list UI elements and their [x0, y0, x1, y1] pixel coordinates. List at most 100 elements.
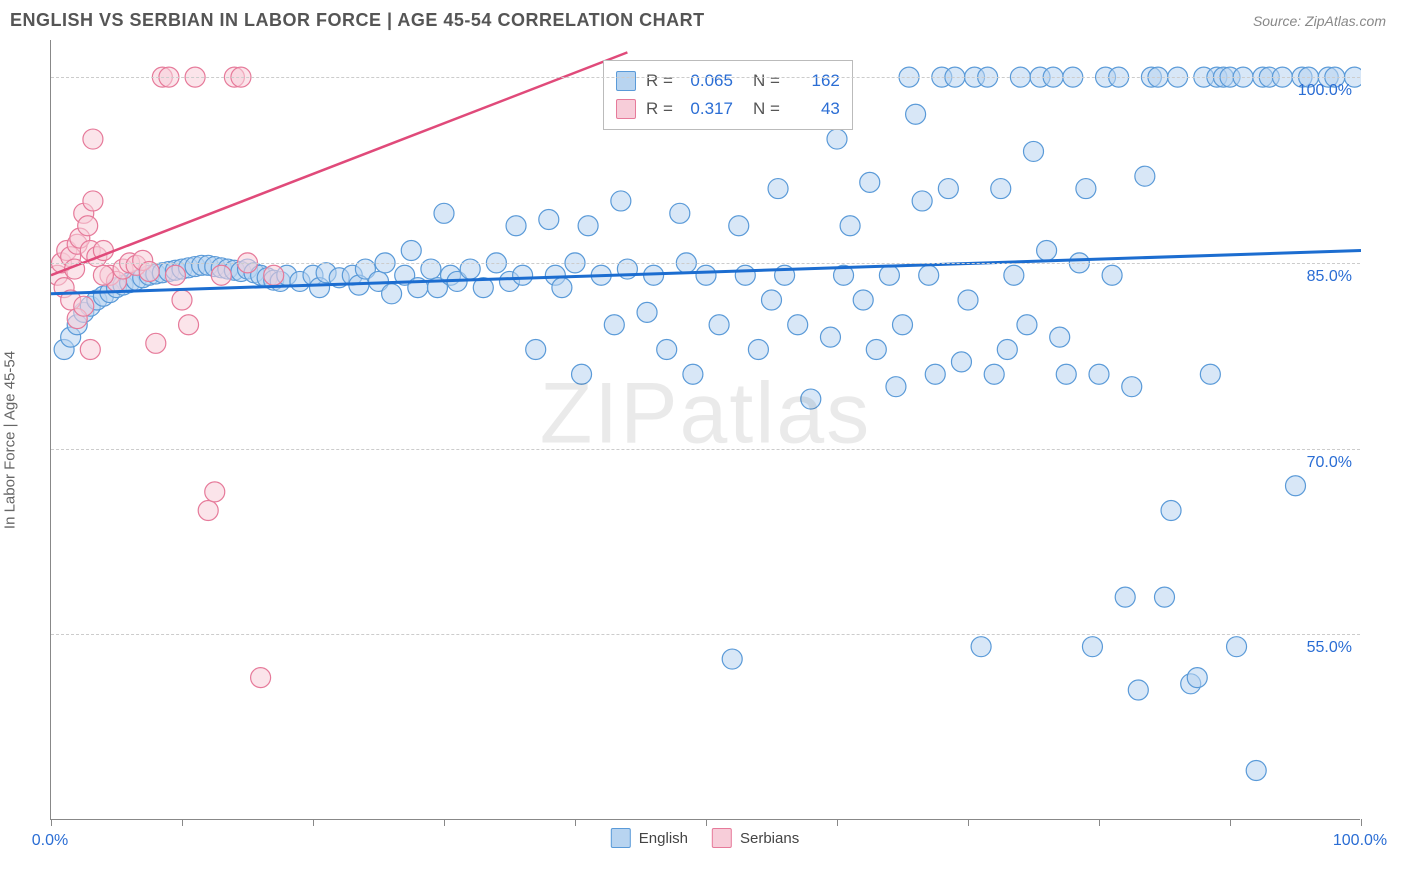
x-tick-label: 0.0% — [32, 832, 68, 850]
data-point — [709, 315, 729, 335]
data-point — [893, 315, 913, 335]
x-tick — [575, 819, 576, 826]
data-point — [578, 216, 598, 236]
data-point — [1286, 476, 1306, 496]
x-tick — [51, 819, 52, 826]
data-point — [958, 290, 978, 310]
data-point — [74, 296, 94, 316]
data-point — [205, 482, 225, 502]
data-point — [984, 364, 1004, 384]
x-tick — [313, 819, 314, 826]
data-point — [1056, 364, 1076, 384]
data-point — [83, 191, 103, 211]
data-point — [670, 203, 690, 223]
data-point — [80, 340, 100, 360]
legend-swatch — [611, 828, 631, 848]
data-point — [1161, 500, 1181, 520]
data-point — [696, 265, 716, 285]
x-tick — [182, 819, 183, 826]
gridline — [51, 77, 1360, 78]
y-axis-label: In Labor Force | Age 45-54 — [2, 351, 19, 529]
data-point — [78, 216, 98, 236]
y-tick-label: 55.0% — [1307, 639, 1352, 657]
x-axis-row: EnglishSerbians 0.0%100.0% — [50, 828, 1360, 858]
stats-r-label: R = — [646, 71, 673, 91]
data-point — [938, 179, 958, 199]
data-point — [401, 240, 421, 260]
data-point — [657, 340, 677, 360]
data-point — [251, 668, 271, 688]
data-point — [93, 265, 113, 285]
data-point — [611, 191, 631, 211]
data-point — [165, 265, 185, 285]
data-point — [820, 327, 840, 347]
series-legend: English Serbians — [611, 828, 799, 848]
x-tick — [706, 819, 707, 826]
gridline — [51, 449, 1360, 450]
data-point — [1200, 364, 1220, 384]
data-point — [1135, 166, 1155, 186]
stats-r-value: 0.317 — [683, 99, 733, 119]
data-point — [539, 210, 559, 230]
stats-row: R = 0.317 N = 43 — [616, 95, 840, 123]
data-point — [1004, 265, 1024, 285]
data-point — [788, 315, 808, 335]
stats-n-value: 162 — [790, 71, 840, 91]
stats-swatch — [616, 71, 636, 91]
data-point — [886, 377, 906, 397]
data-point — [172, 290, 192, 310]
data-point — [997, 340, 1017, 360]
data-point — [83, 129, 103, 149]
x-tick — [444, 819, 445, 826]
data-point — [506, 216, 526, 236]
data-point — [1128, 680, 1148, 700]
data-point — [382, 284, 402, 304]
legend-item: English — [611, 828, 688, 848]
data-point — [866, 340, 886, 360]
data-point — [912, 191, 932, 211]
data-point — [1246, 760, 1266, 780]
data-point — [211, 265, 231, 285]
data-point — [1089, 364, 1109, 384]
data-point — [1076, 179, 1096, 199]
stats-swatch — [616, 99, 636, 119]
data-point — [139, 262, 159, 282]
data-point — [513, 265, 533, 285]
y-tick-label: 100.0% — [1298, 82, 1352, 100]
data-point — [1102, 265, 1122, 285]
data-point — [179, 315, 199, 335]
data-point — [1155, 587, 1175, 607]
data-point — [735, 265, 755, 285]
data-point — [683, 364, 703, 384]
data-point — [1115, 587, 1135, 607]
stats-n-label: N = — [753, 99, 780, 119]
data-point — [840, 216, 860, 236]
data-point — [748, 340, 768, 360]
data-point — [906, 104, 926, 124]
stats-n-value: 43 — [790, 99, 840, 119]
chart-header: ENGLISH VS SERBIAN IN LABOR FORCE | AGE … — [0, 0, 1406, 37]
data-point — [729, 216, 749, 236]
data-point — [925, 364, 945, 384]
data-point — [572, 364, 592, 384]
y-tick-label: 70.0% — [1307, 454, 1352, 472]
data-point — [264, 265, 284, 285]
legend-item: Serbians — [712, 828, 799, 848]
data-point — [552, 278, 572, 298]
data-point — [146, 333, 166, 353]
chart-source: Source: ZipAtlas.com — [1253, 13, 1386, 29]
x-tick-label: 100.0% — [1333, 832, 1387, 850]
data-point — [762, 290, 782, 310]
legend-label: English — [639, 830, 688, 847]
stats-r-label: R = — [646, 99, 673, 119]
correlation-stats-box: R = 0.065 N = 162 R = 0.317 N = 43 — [603, 60, 853, 130]
stats-r-value: 0.065 — [683, 71, 733, 91]
x-tick — [1099, 819, 1100, 826]
data-point — [768, 179, 788, 199]
scatter-svg — [51, 40, 1361, 820]
data-point — [801, 389, 821, 409]
stats-n-label: N = — [753, 71, 780, 91]
data-point — [604, 315, 624, 335]
data-point — [860, 172, 880, 192]
chart-title: ENGLISH VS SERBIAN IN LABOR FORCE | AGE … — [10, 10, 705, 31]
